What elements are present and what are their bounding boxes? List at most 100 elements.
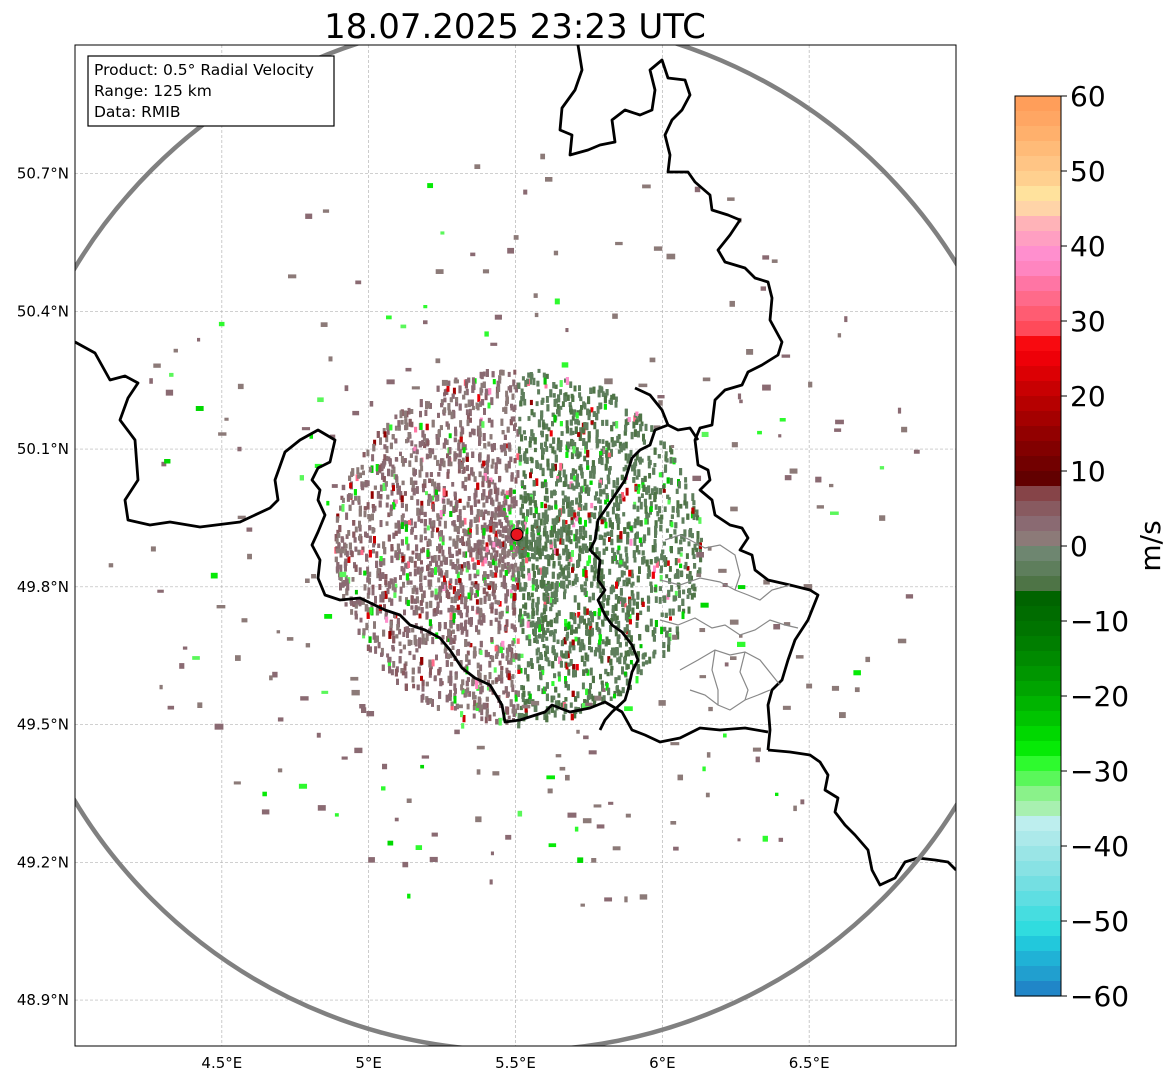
echo-pixel xyxy=(392,466,396,474)
echo-pixel xyxy=(498,601,502,607)
echo-pixel xyxy=(374,646,378,654)
echo-pixel xyxy=(564,697,568,702)
echo-pixel xyxy=(647,569,651,577)
echo-pixel xyxy=(555,612,559,620)
echo-pixel xyxy=(570,473,573,480)
echo-pixel xyxy=(502,526,506,533)
echo-pixel xyxy=(560,702,564,707)
echo-pixel xyxy=(639,644,643,649)
echo-pixel xyxy=(604,521,608,529)
echo-pixel xyxy=(569,427,573,436)
echo-pixel xyxy=(417,515,421,522)
echo-pixel xyxy=(562,524,566,532)
echo-pixel xyxy=(461,626,465,633)
echo-pixel xyxy=(421,430,425,438)
echo-pixel xyxy=(590,693,593,700)
echo-pixel xyxy=(463,485,467,491)
echo-pixel xyxy=(692,554,696,560)
echo-pixel xyxy=(539,579,543,588)
echo-pixel xyxy=(642,433,645,442)
echo-pixel xyxy=(428,583,432,590)
echo-pixel xyxy=(467,641,471,647)
echo-pixel xyxy=(362,470,365,476)
echo-pixel xyxy=(567,551,571,560)
echo-pixel xyxy=(510,475,514,482)
echo-pixel xyxy=(476,425,480,431)
echo-pixel xyxy=(684,477,688,483)
echo-pixel xyxy=(368,525,372,531)
echo-pixel xyxy=(552,634,556,643)
echo-pixel xyxy=(513,541,517,547)
echo-pixel xyxy=(675,626,679,633)
echo-pixel xyxy=(486,390,490,396)
echo-pixel xyxy=(668,627,672,632)
echo-pixel xyxy=(504,535,508,542)
echo-pixel xyxy=(430,555,434,563)
echo-pixel xyxy=(371,527,375,534)
echo-pixel xyxy=(390,598,394,606)
echo-pixel xyxy=(520,388,524,395)
echo-pixel xyxy=(521,512,525,519)
echo-pixel xyxy=(582,529,586,535)
echo-pixel xyxy=(535,715,539,721)
echo-pixel xyxy=(473,543,477,550)
echo-pixel xyxy=(526,612,530,619)
echo-pixel xyxy=(595,429,599,438)
echo-pixel xyxy=(610,394,614,400)
echo-pixel xyxy=(450,704,454,711)
echo-pixel xyxy=(464,596,468,605)
echo-pixel xyxy=(385,502,389,508)
echo-pixel xyxy=(600,655,604,662)
echo-pixel xyxy=(401,480,405,486)
echo-pixel xyxy=(624,546,628,553)
echo-pixel xyxy=(502,581,506,589)
echo-pixel xyxy=(488,714,492,722)
echo-pixel xyxy=(511,566,515,573)
echo-pixel xyxy=(354,546,358,552)
echo-pixel xyxy=(488,492,492,500)
echo-pixel xyxy=(512,592,516,601)
echo-pixel xyxy=(604,499,608,505)
echo-pixel xyxy=(533,447,537,453)
echo-pixel xyxy=(589,542,592,549)
echo-pixel xyxy=(554,655,557,661)
echo-pixel xyxy=(440,403,444,408)
echo-pixel xyxy=(433,556,437,562)
echo-pixel xyxy=(551,661,555,669)
echo-pixel xyxy=(510,403,513,408)
echo-pixel xyxy=(415,486,419,494)
echo-pixel xyxy=(585,576,589,582)
echo-pixel xyxy=(588,555,591,564)
echo-pixel xyxy=(579,486,583,494)
echo-pixel xyxy=(673,457,677,463)
echo-pixel xyxy=(544,503,547,509)
echo-pixel xyxy=(386,422,390,430)
echo-pixel xyxy=(460,711,464,718)
echo-pixel xyxy=(447,675,451,684)
echo-pixel xyxy=(392,532,396,539)
echo-pixel xyxy=(523,610,527,617)
echo-pixel xyxy=(385,521,389,526)
echo-pixel xyxy=(598,511,602,518)
echo-pixel xyxy=(662,541,666,546)
echo-pixel xyxy=(489,581,493,588)
echo-pixel xyxy=(401,459,405,467)
echo-pixel xyxy=(533,627,537,635)
echo-pixel xyxy=(391,434,395,440)
echo-pixel xyxy=(477,669,480,676)
echo-pixel xyxy=(573,616,577,625)
echo-pixel xyxy=(433,675,437,681)
echo-pixel xyxy=(635,452,639,461)
echo-pixel xyxy=(539,518,543,526)
echo-pixel xyxy=(346,494,350,502)
echo-pixel xyxy=(490,606,494,614)
echo-pixel xyxy=(431,478,434,487)
echo-pixel xyxy=(606,672,610,677)
echo-pixel xyxy=(529,372,533,379)
echo-pixel xyxy=(420,657,424,665)
echo-pixel xyxy=(590,615,594,623)
echo-pixel xyxy=(680,571,684,577)
echo-pixel xyxy=(514,653,518,660)
echo-pixel xyxy=(451,482,455,487)
echo-pixel xyxy=(341,497,345,503)
